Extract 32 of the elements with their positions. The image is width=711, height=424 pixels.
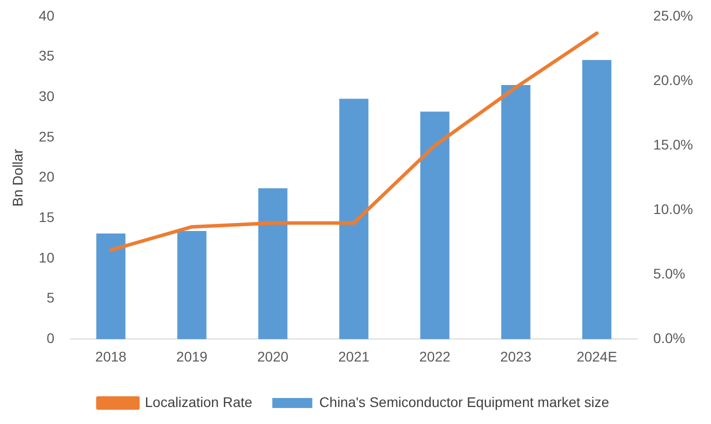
y2-tick-label: 15.0% [653, 136, 694, 152]
y2-tick-label: 20.0% [653, 72, 694, 88]
y-tick-label: 25 [38, 128, 55, 144]
x-tick-label: 2020 [257, 348, 289, 364]
x-tick-label: 2019 [176, 348, 208, 364]
y2-tick-label: 5.0% [653, 266, 686, 282]
x-tick-label: 2023 [500, 348, 532, 364]
y-tick-label: 40 [38, 7, 55, 24]
y2-tick-label: 10.0% [653, 200, 694, 217]
bar [96, 233, 126, 340]
bar [258, 188, 288, 340]
y2-tick-label: 0.0% [653, 330, 686, 346]
legend-label: Localization Rate [144, 394, 253, 410]
legend-label: China's Semiconductor Equipment market size [319, 394, 610, 410]
y-tick-label: 10 [38, 249, 55, 266]
bar [420, 112, 450, 340]
y-tick-label: 0 [46, 330, 55, 346]
y-tick-label: 15 [38, 209, 55, 226]
x-tick-label: 2022 [419, 348, 451, 364]
x-tick-label: 2018 [95, 348, 127, 364]
bar [501, 84, 530, 340]
x-tick-label: 2021 [338, 348, 370, 364]
bar [582, 60, 612, 340]
y-tick-label: 20 [38, 168, 55, 185]
y2-tick-label: 25.0% [653, 7, 694, 24]
y-tick-label: 30 [38, 88, 55, 104]
bar [339, 98, 368, 340]
x-tick-label: 2024E [576, 348, 618, 364]
y-tick-label: 35 [38, 48, 55, 64]
bar [177, 231, 206, 340]
y-tick-label: 5 [46, 290, 55, 306]
y-axis-title: Bn Dollar [9, 148, 26, 207]
